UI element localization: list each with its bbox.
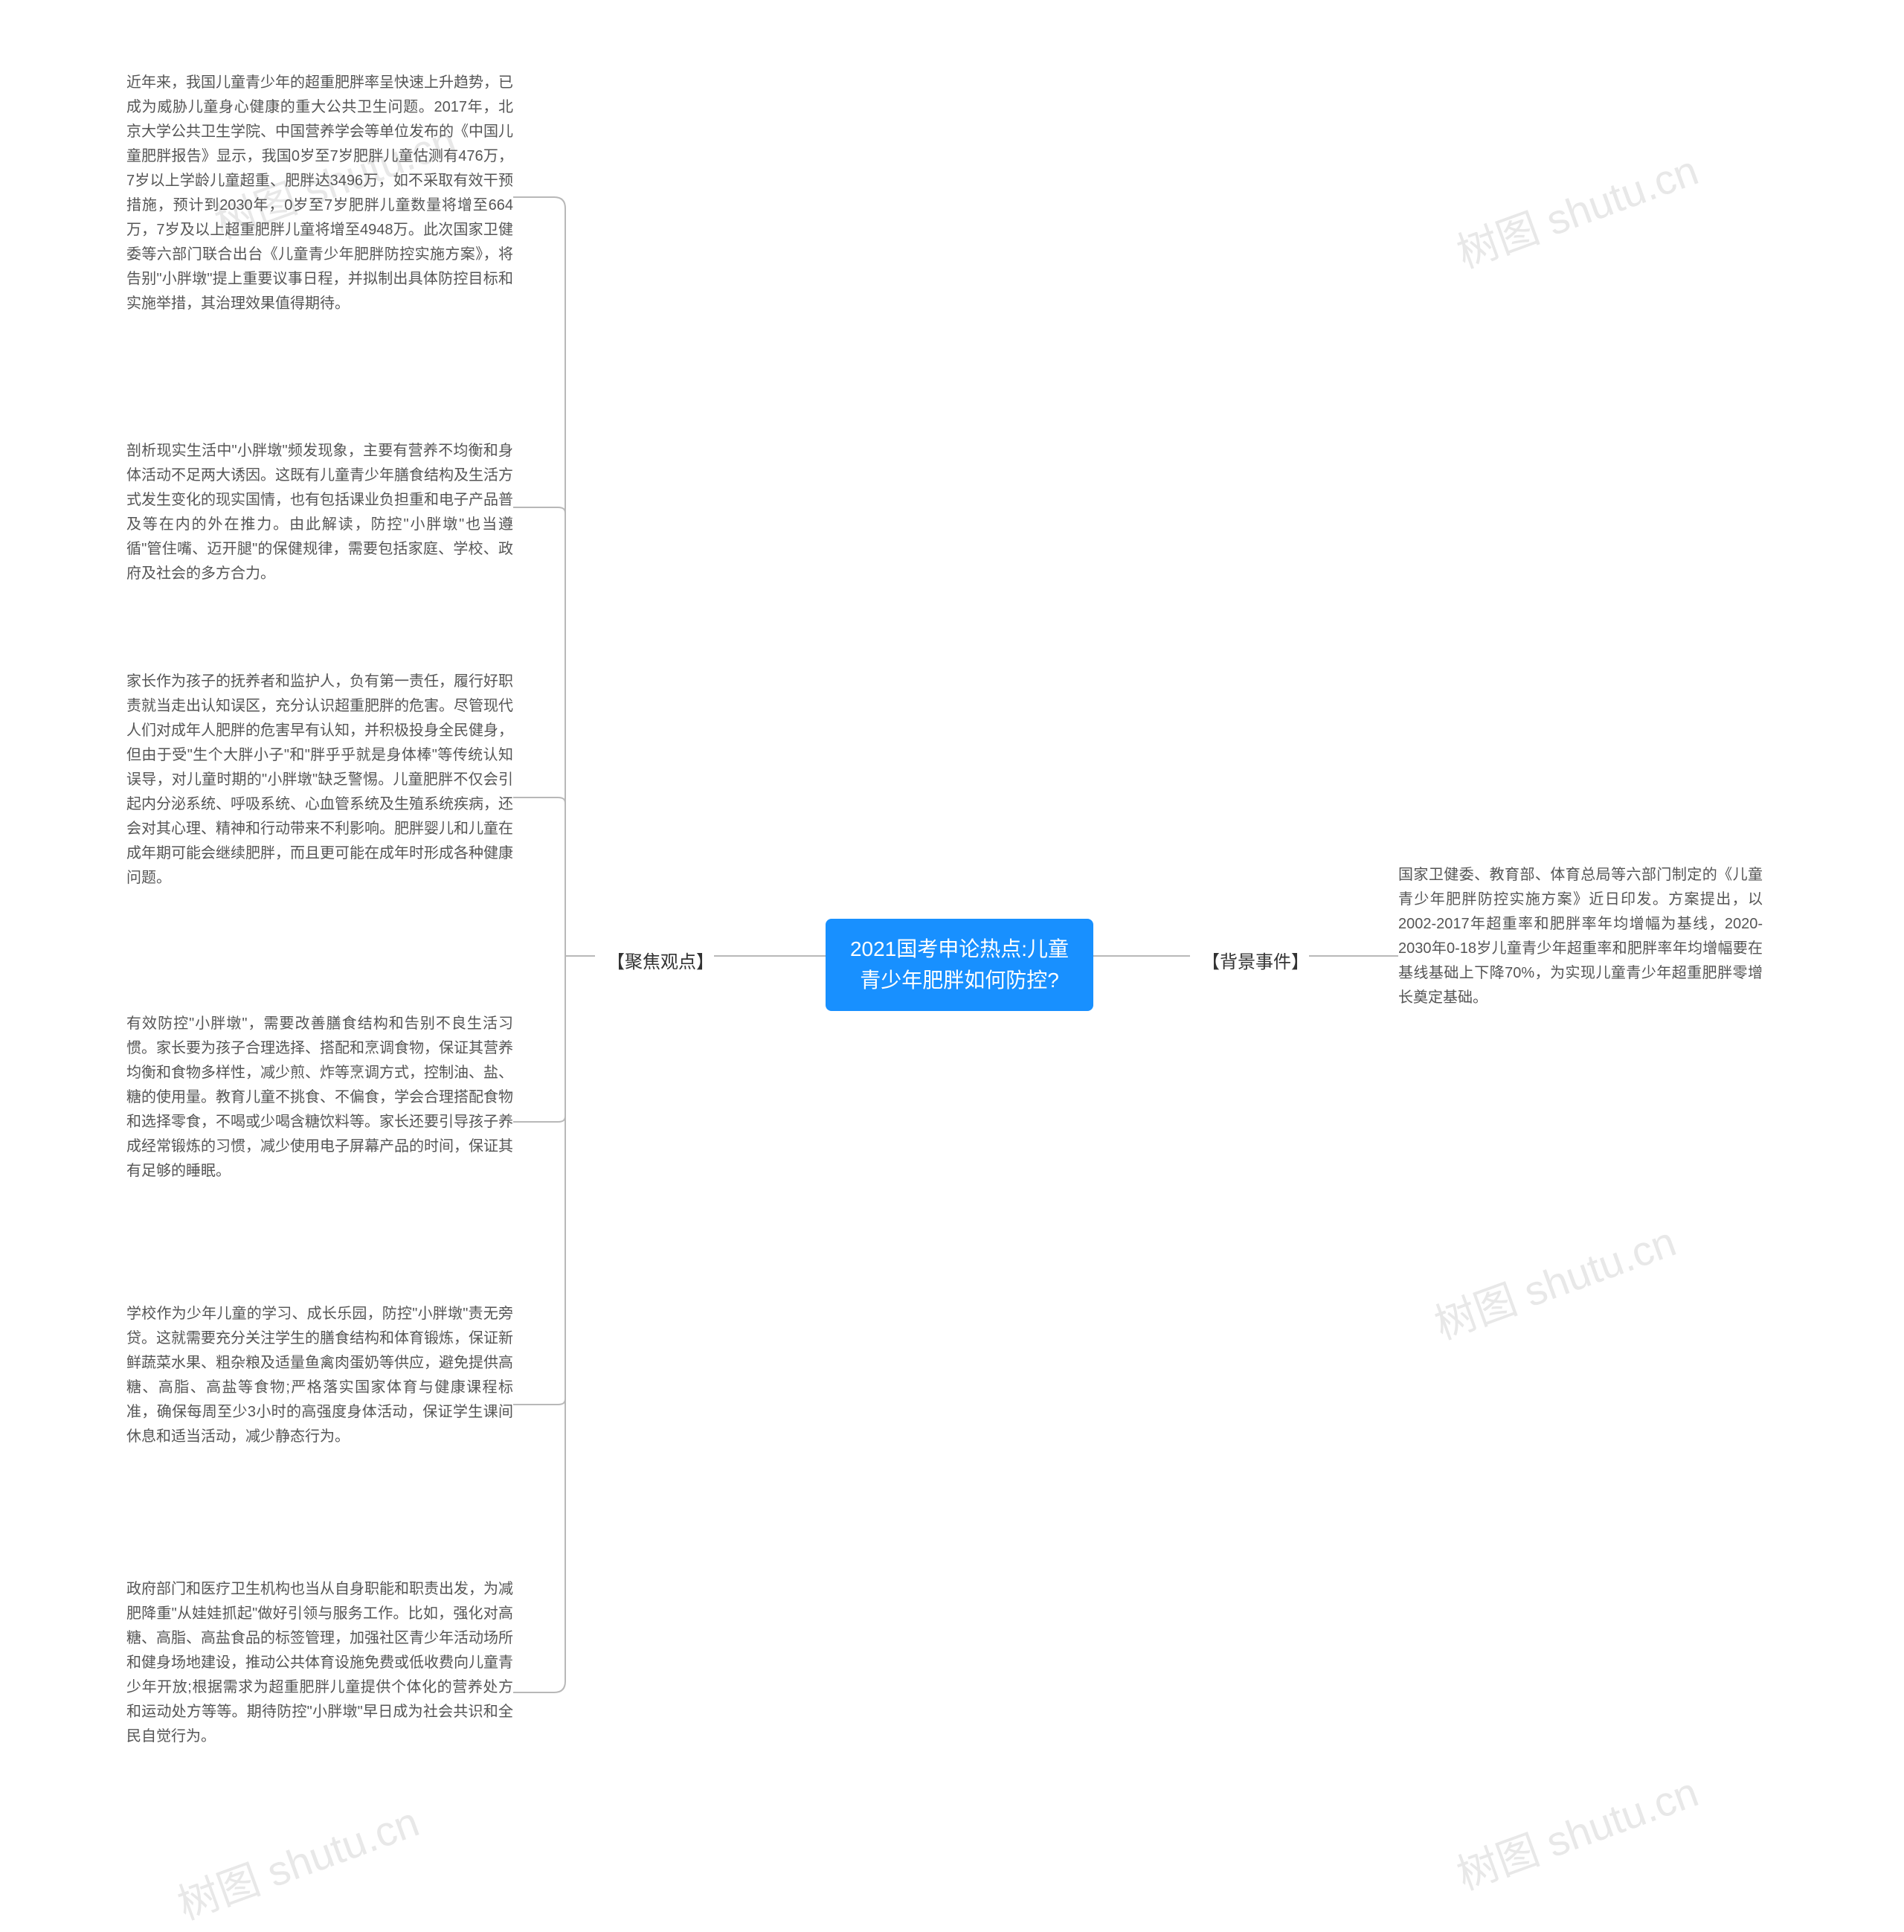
leaf-left-0: 近年来，我国儿童青少年的超重肥胖率呈快速上升趋势，已成为威胁儿童身心健康的重大公… <box>126 71 513 316</box>
mindmap-container: 树图 shutu.cn 树图 shutu.cn 树图 shutu.cn 树图 s… <box>0 0 1904 1922</box>
center-node: 2021国考申论热点:儿童青少年肥胖如何防控? <box>826 919 1093 1011</box>
branch-right-label: 【背景事件】 <box>1190 942 1321 983</box>
leaf-left-3: 有效防控"小胖墩"，需要改善膳食结构和告别不良生活习惯。家长要为孩子合理选择、搭… <box>126 1012 513 1184</box>
leaf-left-2: 家长作为孩子的抚养者和监护人，负有第一责任，履行好职责就当走出认知误区，充分认识… <box>126 670 513 890</box>
leaf-right-0: 国家卫健委、教育部、体育总局等六部门制定的《儿童青少年肥胖防控实施方案》近日印发… <box>1398 863 1763 1010</box>
watermark: 树图 shutu.cn <box>1447 1759 1705 1901</box>
branch-left-label: 【聚焦观点】 <box>595 942 726 983</box>
watermark: 树图 shutu.cn <box>1447 137 1705 280</box>
watermark: 树图 shutu.cn <box>168 1788 426 1931</box>
leaf-left-5: 政府部门和医疗卫生机构也当从自身职能和职责出发，为减肥降重"从娃娃抓起"做好引领… <box>126 1577 513 1749</box>
leaf-left-4: 学校作为少年儿童的学习、成长乐园，防控"小胖墩"责无旁贷。这就需要充分关注学生的… <box>126 1302 513 1449</box>
watermark: 树图 shutu.cn <box>1425 1208 1683 1351</box>
leaf-left-1: 剖析现实生活中"小胖墩"频发现象，主要有营养不均衡和身体活动不足两大诱因。这既有… <box>126 439 513 586</box>
